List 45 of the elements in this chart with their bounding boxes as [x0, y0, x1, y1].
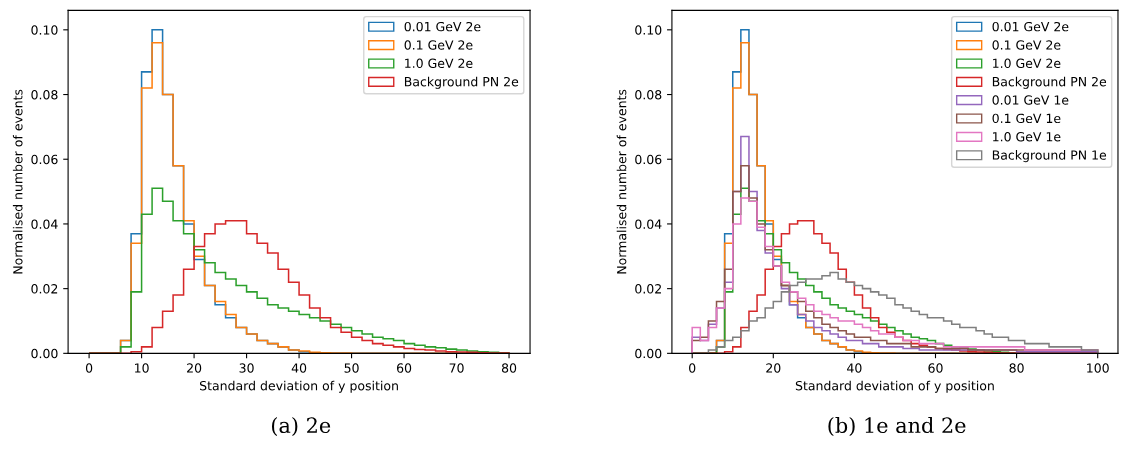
x-tick-label: 0 [689, 363, 696, 373]
legend-label: 1.0 GeV 2e [405, 58, 473, 69]
y-tick-label: 0.06 [31, 154, 58, 165]
x-tick-label: 100 [1087, 363, 1109, 373]
y-axis-title: Normalised number of events [12, 89, 23, 274]
y-axis-title: Normalised number of events [616, 89, 627, 274]
y-tick-label: 0.08 [635, 90, 662, 100]
y-tick-label: 0.00 [635, 348, 662, 359]
y-tick-label: 0.02 [31, 284, 58, 294]
text: (b) 1e and 2e [828, 416, 966, 437]
y-tick-label: 0.02 [635, 284, 661, 294]
legend-label: 0.01 GeV 2e [992, 21, 1069, 32]
text: (a) 2e [271, 416, 331, 437]
x-tick-label: 70 [449, 363, 464, 373]
x-tick-label: 40 [291, 363, 307, 373]
y-tick-label: 0.06 [635, 154, 662, 165]
y-tick-label: 0.04 [635, 219, 662, 229]
x-tick-label: 20 [766, 363, 781, 373]
y-tick-label: 0.10 [635, 25, 662, 35]
x-tick-label: 30 [239, 363, 254, 373]
x-tick-label: 10 [135, 363, 149, 373]
x-tick-label: 0 [85, 363, 93, 373]
x-tick-label: 50 [344, 363, 359, 373]
y-tick-label: 0.08 [31, 90, 58, 100]
y-tick-label: 0.00 [31, 348, 58, 359]
x-axis-title: Standard deviation of y position [199, 380, 398, 393]
legend-label: 0.1 GeV 2e [404, 40, 473, 50]
x-tick-label: 60 [928, 363, 943, 373]
legend-label: 1.0 GeV 2e [993, 58, 1061, 69]
legend-label: Background PN 1e [992, 150, 1107, 163]
legend-label: 0.1 GeV 1e [992, 113, 1061, 124]
y-tick-label: 0.10 [31, 25, 58, 35]
x-tick-label: 40 [847, 363, 862, 373]
x-tick-label: 20 [187, 363, 202, 373]
y-tick-label: 0.04 [31, 219, 58, 229]
legend-label: 0.1 GeV 2e [992, 40, 1061, 50]
x-axis-title: Standard deviation of y position [795, 380, 994, 393]
legend-label: 0.01 GeV 2e [404, 21, 481, 32]
x-tick-label: 60 [396, 363, 412, 373]
legend-label: Background PN 2e [992, 76, 1107, 89]
x-tick-label: 80 [501, 363, 517, 373]
legend-label: 1.0 GeV 1e [993, 131, 1061, 142]
x-tick-label: 80 [1009, 363, 1024, 373]
legend-label: 0.01 GeV 1e [992, 95, 1069, 105]
legend-label: Background PN 2e [404, 76, 519, 89]
